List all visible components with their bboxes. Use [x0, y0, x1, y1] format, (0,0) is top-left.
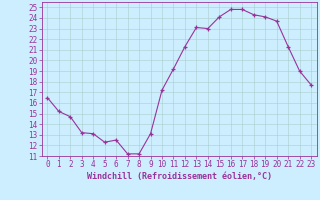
X-axis label: Windchill (Refroidissement éolien,°C): Windchill (Refroidissement éolien,°C) [87, 172, 272, 181]
